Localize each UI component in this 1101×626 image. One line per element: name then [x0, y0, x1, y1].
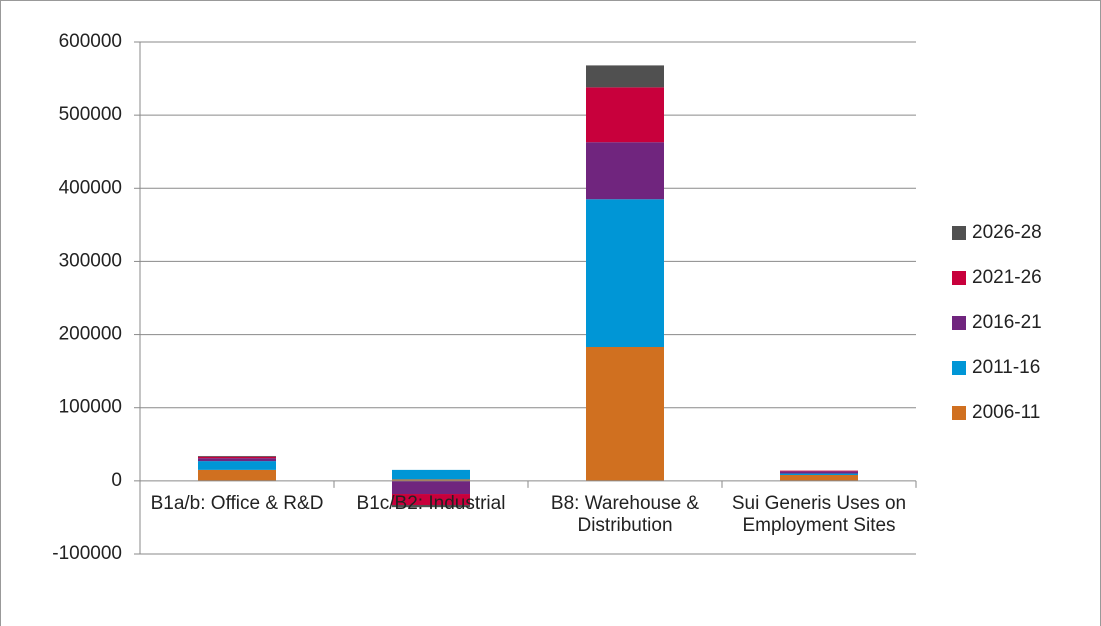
x-tick-label: Sui Generis Uses on Employment Sites — [731, 492, 907, 536]
bar-segment — [392, 469, 470, 480]
y-tick-label: 100000 — [59, 397, 122, 418]
legend-label: 2011-16 — [972, 357, 1040, 378]
bar-segment — [586, 199, 664, 348]
legend-swatch — [952, 226, 966, 240]
y-tick-label: 600000 — [59, 31, 122, 52]
bar-segment — [780, 470, 858, 472]
x-tick-label: B8: Warehouse & Distribution — [550, 492, 700, 536]
bar-segment — [392, 504, 470, 508]
legend-label: 2006-11 — [972, 402, 1040, 423]
x-tick-label: B1c/B2: Industrial — [356, 492, 506, 514]
bar-segment — [780, 471, 858, 474]
x-tick-label: B1a/b: Office & R&D — [150, 492, 324, 514]
y-tick-label: -100000 — [52, 543, 122, 564]
bar-segment — [198, 458, 276, 462]
bar-segment — [392, 479, 470, 481]
bar-segment — [586, 142, 664, 200]
y-tick-label: 200000 — [59, 324, 122, 345]
bar-segment — [198, 461, 276, 470]
bar-segment — [392, 480, 470, 495]
legend-swatch — [952, 361, 966, 375]
bar-segment — [198, 469, 276, 481]
bar-segment — [586, 65, 664, 88]
legend-label: 2021-26 — [972, 267, 1042, 288]
bar-segment — [586, 347, 664, 481]
bar-segment — [780, 473, 858, 476]
bar-segment — [198, 456, 276, 459]
bar-segment — [780, 475, 858, 481]
y-tick-label: 500000 — [59, 104, 122, 125]
y-tick-label: 300000 — [59, 250, 122, 271]
legend-label: 2026-28 — [972, 222, 1042, 243]
legend-label: 2016-21 — [972, 312, 1042, 333]
bar-segment — [586, 87, 664, 143]
legend-swatch — [952, 271, 966, 285]
legend-swatch — [952, 406, 966, 420]
legend-swatch — [952, 316, 966, 330]
y-tick-label: 0 — [111, 470, 122, 491]
bar-segment — [198, 455, 276, 457]
y-tick-label: 400000 — [59, 177, 122, 198]
bar-segment — [392, 494, 470, 505]
